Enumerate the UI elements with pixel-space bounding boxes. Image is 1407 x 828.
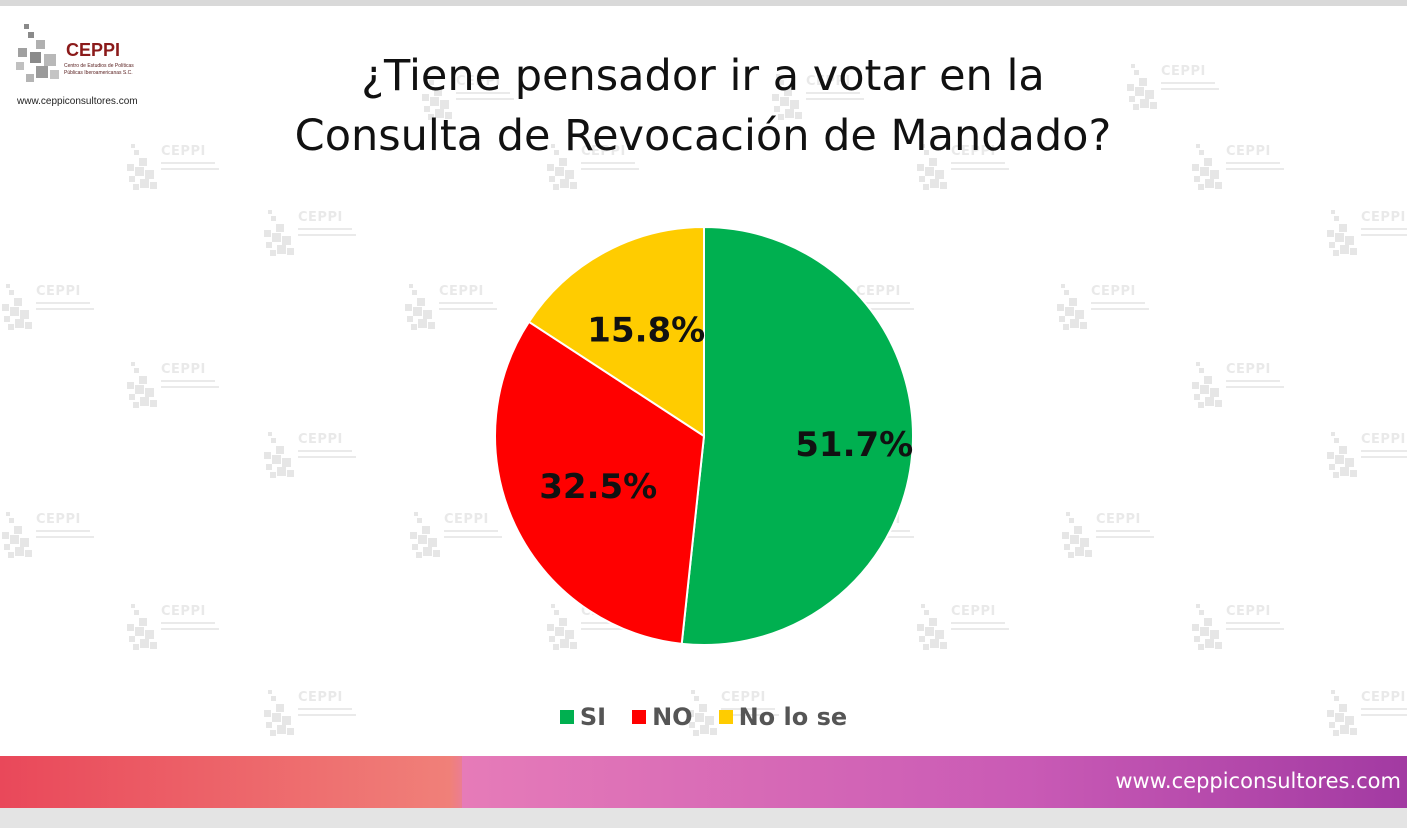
- logo-name: CEPPI: [66, 40, 121, 60]
- legend-item-no: NO: [632, 703, 693, 731]
- watermark-text: CEPPI: [1361, 690, 1406, 705]
- logo-url: www.ceppiconsultores.com: [17, 96, 138, 107]
- watermark-text: CEPPI: [1091, 284, 1136, 299]
- watermark-tile: CEPPI: [262, 430, 357, 480]
- legend-label-no-lo-se: No lo se: [738, 703, 848, 731]
- watermark-tile: CEPPI: [1190, 142, 1285, 192]
- watermark-tile: CEPPI: [1325, 430, 1407, 480]
- watermark-text: CEPPI: [581, 144, 626, 159]
- watermark-text: CEPPI: [721, 690, 766, 705]
- bottom-frame: [0, 808, 1407, 828]
- watermark-text: CEPPI: [161, 144, 206, 159]
- chart-title: ¿Tiene pensador ir a votar en la Consult…: [253, 46, 1153, 166]
- watermark-tile: CEPPI: [125, 360, 220, 410]
- watermark-tile: CEPPI: [420, 72, 515, 122]
- watermark-text: CEPPI: [1226, 604, 1271, 619]
- watermark-tile: CEPPI: [770, 72, 865, 122]
- watermark-tile: CEPPI: [1060, 510, 1155, 560]
- legend-label-si: SI: [579, 703, 607, 731]
- watermark-text: CEPPI: [298, 432, 343, 447]
- logo-subtitle-line2: Públicas Iberoamericanas S.C.: [64, 70, 133, 76]
- watermark-tile: CEPPI: [1125, 62, 1220, 112]
- logo-subtitle-line1: Centro de Estudios de Políticas: [64, 63, 134, 69]
- watermark-tile: CEPPI: [685, 688, 780, 738]
- watermark-tile: CEPPI: [915, 602, 1010, 652]
- watermark-text: CEPPI: [1226, 362, 1271, 377]
- watermark-text: CEPPI: [856, 284, 901, 299]
- legend-item-si: SI: [559, 703, 607, 731]
- chart-title-line2: Consulta de Revocación de Mandado?: [294, 111, 1112, 161]
- legend-item-no-lo-se: No lo se: [718, 703, 848, 731]
- watermark-tile: CEPPI: [0, 282, 95, 332]
- watermark-text: CEPPI: [444, 512, 489, 527]
- watermark-tile: CEPPI: [262, 688, 357, 738]
- watermark-tile: CEPPI: [408, 510, 503, 560]
- footer-url: www.ceppiconsultores.com: [1115, 769, 1401, 793]
- watermark-text: CEPPI: [439, 284, 484, 299]
- watermark-tile: CEPPI: [125, 142, 220, 192]
- watermark-text: CEPPI: [298, 210, 343, 225]
- watermark-tile: CEPPI: [1325, 208, 1407, 258]
- legend-swatch-si: [559, 710, 574, 724]
- top-frame: [0, 0, 1407, 6]
- pie-slice-no-lo-se: [527, 225, 705, 438]
- watermark-tile: CEPPI: [1190, 360, 1285, 410]
- ceppi-logo: CEPPI Centro de Estudios de Políticas Pú…: [14, 22, 149, 110]
- pie-label-no: 32.5%: [539, 467, 657, 507]
- watermark-text: CEPPI: [951, 604, 996, 619]
- footer-gradient-right: [462, 756, 1407, 808]
- watermark-text: CEPPI: [1226, 144, 1271, 159]
- watermark-text: CEPPI: [806, 74, 851, 89]
- legend-swatch-no-lo-se: [718, 710, 733, 724]
- watermark-tile: CEPPI: [1190, 602, 1285, 652]
- pie-label-no-lo-se: 15.8%: [587, 310, 705, 350]
- watermark-tile: CEPPI: [545, 142, 640, 192]
- legend-label-no: NO: [652, 703, 693, 731]
- footer-bar: www.ceppiconsultores.com: [0, 756, 1407, 808]
- chart-title-line1: ¿Tiene pensador ir a votar en la: [361, 51, 1045, 101]
- watermark-text: CEPPI: [36, 284, 81, 299]
- watermark-text: CEPPI: [161, 604, 206, 619]
- watermark-text: CEPPI: [1361, 210, 1406, 225]
- watermark-text: CEPPI: [1096, 512, 1141, 527]
- watermark-text: CEPPI: [456, 74, 501, 89]
- watermark-text: CEPPI: [36, 512, 81, 527]
- watermark-tile: CEPPI: [403, 282, 498, 332]
- watermark-tile: CEPPI: [125, 602, 220, 652]
- watermark-text: CEPPI: [1161, 64, 1206, 79]
- watermark-tile: CEPPI: [262, 208, 357, 258]
- chart-legend: SI NO No lo se: [0, 700, 1407, 734]
- pie-label-si: 51.7%: [795, 425, 913, 465]
- watermark-text: CEPPI: [951, 144, 996, 159]
- pie-slice-si: [680, 225, 914, 646]
- watermark-tile: CEPPI: [0, 510, 95, 560]
- watermark-tile: CEPPI: [1055, 282, 1150, 332]
- watermark-tile: CEPPI: [1325, 688, 1407, 738]
- watermark-text: CEPPI: [1361, 432, 1406, 447]
- watermark-text: CEPPI: [161, 362, 206, 377]
- watermark-text: CEPPI: [298, 690, 343, 705]
- watermark-tile: CEPPI: [915, 142, 1010, 192]
- legend-swatch-no: [632, 710, 647, 724]
